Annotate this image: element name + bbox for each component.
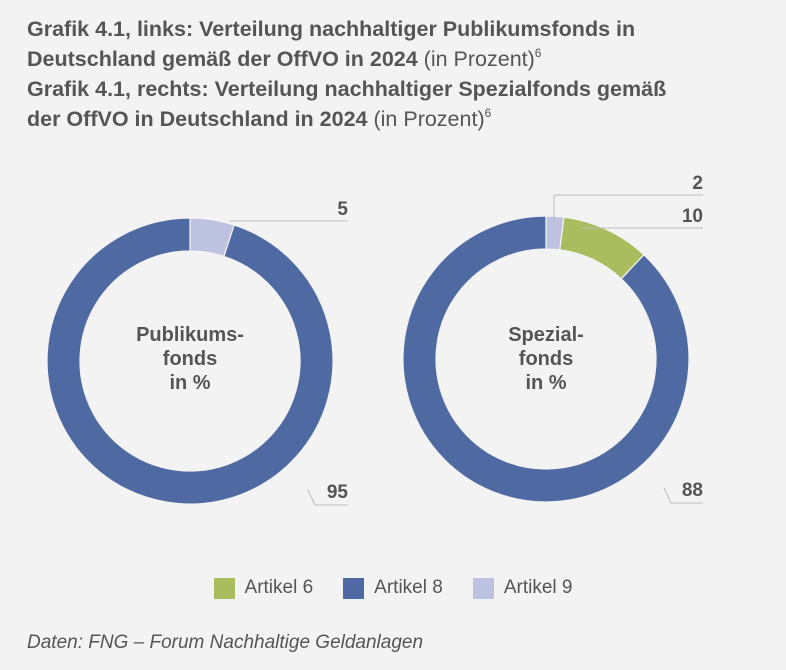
- legend-item: Artikel 9: [472, 577, 573, 599]
- donut-center-label: Spezial-: [508, 324, 584, 346]
- data-label: 5: [337, 199, 348, 220]
- legend-label: Artikel 9: [503, 577, 573, 598]
- legend-label: Artikel 8: [374, 577, 443, 598]
- title-bold: Deutschland gemäß der OffVO in 2024: [27, 47, 418, 71]
- legend-swatch: [343, 577, 365, 599]
- title-bold: der OffVO in Deutschland in 2024: [27, 107, 368, 131]
- leader-line: [663, 487, 703, 504]
- data-label: 95: [327, 482, 349, 503]
- source-note: Daten: FNG – Forum Nachhaltige Geldanlag…: [27, 632, 424, 653]
- title-line: Grafik 4.1, links: Verteilung nachhaltig…: [27, 14, 767, 44]
- legend-swatch: [472, 577, 494, 599]
- legend-label: Artikel 6: [244, 577, 314, 598]
- donut-center-label: in %: [169, 372, 210, 394]
- title-bold: Grafik 4.1, rechts: Verteilung nachhalti…: [27, 77, 667, 101]
- donut-slice-artikel-8: [402, 215, 690, 503]
- donut-center-label: fonds: [163, 348, 217, 370]
- donut-center-label: fonds: [519, 348, 573, 370]
- data-label: 2: [692, 173, 703, 194]
- footnote-marker: 6: [484, 106, 492, 120]
- title-bold: Grafik 4.1, links: Verteilung nachhaltig…: [27, 17, 636, 41]
- footnote-marker: 6: [534, 46, 542, 60]
- title-line: der OffVO in Deutschland in 2024 (in Pro…: [27, 104, 767, 134]
- donut-center-label: in %: [525, 372, 566, 394]
- chart-title: Grafik 4.1, links: Verteilung nachhaltig…: [27, 14, 767, 134]
- legend-swatch: [213, 577, 235, 599]
- legend-item: Artikel 6: [213, 577, 314, 599]
- leader-line: [553, 194, 703, 223]
- title-line: Deutschland gemäß der OffVO in 2024 (in …: [27, 44, 767, 74]
- title-line: Grafik 4.1, rechts: Verteilung nachhalti…: [27, 74, 767, 104]
- title-unit: (in Prozent): [373, 107, 485, 131]
- data-label: 10: [682, 206, 703, 227]
- legend-item: Artikel 8: [343, 577, 443, 599]
- title-unit: (in Prozent): [423, 47, 535, 71]
- donut-slice-artikel-8: [46, 217, 334, 505]
- leader-line: [307, 489, 348, 506]
- donut-center-label: Publikums-: [136, 324, 244, 346]
- legend: Artikel 6 Artikel 8 Artikel 9: [0, 577, 786, 599]
- data-label: 88: [682, 480, 703, 501]
